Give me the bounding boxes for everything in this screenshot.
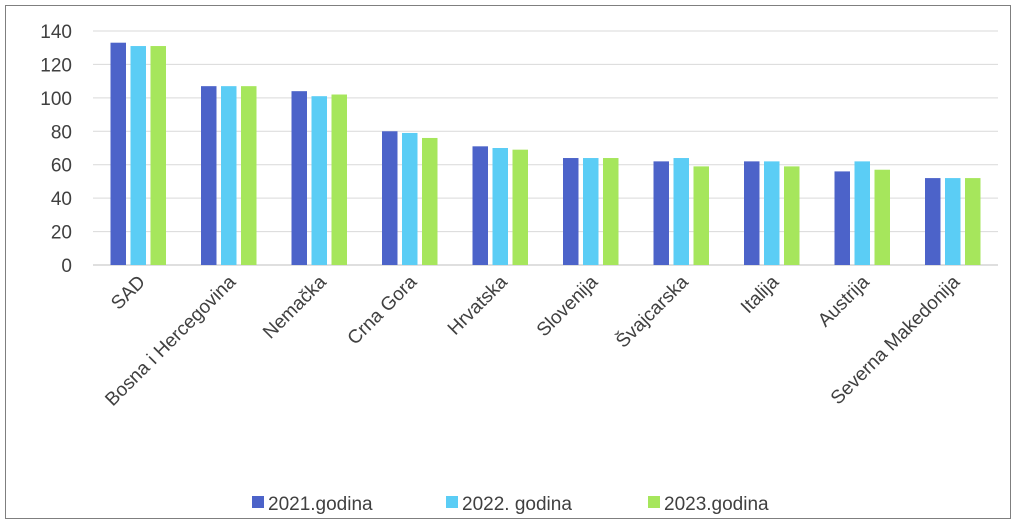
category-label: Slovenija — [533, 271, 603, 341]
category-label: Hrvatska — [444, 271, 512, 339]
bar-3 — [422, 137, 438, 265]
bar-2 — [945, 178, 961, 265]
y-tick-label: 60 — [51, 156, 72, 177]
bar-1 — [382, 131, 398, 265]
legend-label: 2022. godina — [462, 494, 572, 515]
category-label: Švajcarska — [612, 271, 694, 353]
bar-1 — [472, 146, 488, 265]
bar-1 — [110, 42, 126, 266]
bar-3 — [512, 149, 528, 265]
bar-2 — [492, 148, 508, 265]
bar-2 — [854, 161, 870, 265]
bar-3 — [331, 94, 347, 265]
bar-2 — [583, 158, 599, 265]
category-label: Austrija — [814, 271, 874, 331]
legend-swatch — [648, 496, 660, 508]
y-tick-label: 100 — [40, 89, 72, 110]
bar-3 — [603, 158, 619, 265]
y-tick-label: 140 — [40, 22, 72, 43]
legend-swatch — [252, 496, 264, 508]
bar-3 — [965, 178, 981, 265]
bar-1 — [563, 158, 579, 265]
bar-3 — [784, 166, 800, 265]
y-tick-label: 80 — [51, 122, 72, 143]
bar-2 — [764, 161, 780, 265]
bar-3 — [874, 169, 890, 265]
bar-1 — [201, 86, 217, 266]
category-label: Italija — [737, 271, 784, 318]
y-tick-label: 20 — [51, 223, 72, 244]
bar-2 — [673, 158, 689, 265]
bar-1 — [653, 161, 669, 265]
bar-1 — [291, 91, 307, 266]
legend-swatch — [446, 496, 458, 508]
bar-3 — [693, 166, 709, 265]
bar-2 — [221, 86, 237, 266]
bar-2 — [311, 96, 327, 265]
y-tick-label: 40 — [51, 189, 72, 210]
y-tick-label: 0 — [61, 256, 72, 277]
category-label: SAD — [107, 272, 149, 314]
bar-2 — [130, 46, 146, 265]
bar-2 — [402, 132, 418, 265]
bar-1 — [925, 178, 941, 265]
legend-label: 2023.godina — [664, 494, 769, 515]
bar-1 — [834, 171, 850, 265]
y-tick-label: 120 — [40, 55, 72, 76]
legend-label: 2021.godina — [268, 494, 373, 515]
category-label: Crna Gora — [344, 271, 422, 349]
bar-3 — [150, 46, 166, 265]
category-label: Nemačka — [259, 271, 331, 343]
bar-1 — [744, 161, 760, 265]
bar-3 — [241, 86, 257, 266]
